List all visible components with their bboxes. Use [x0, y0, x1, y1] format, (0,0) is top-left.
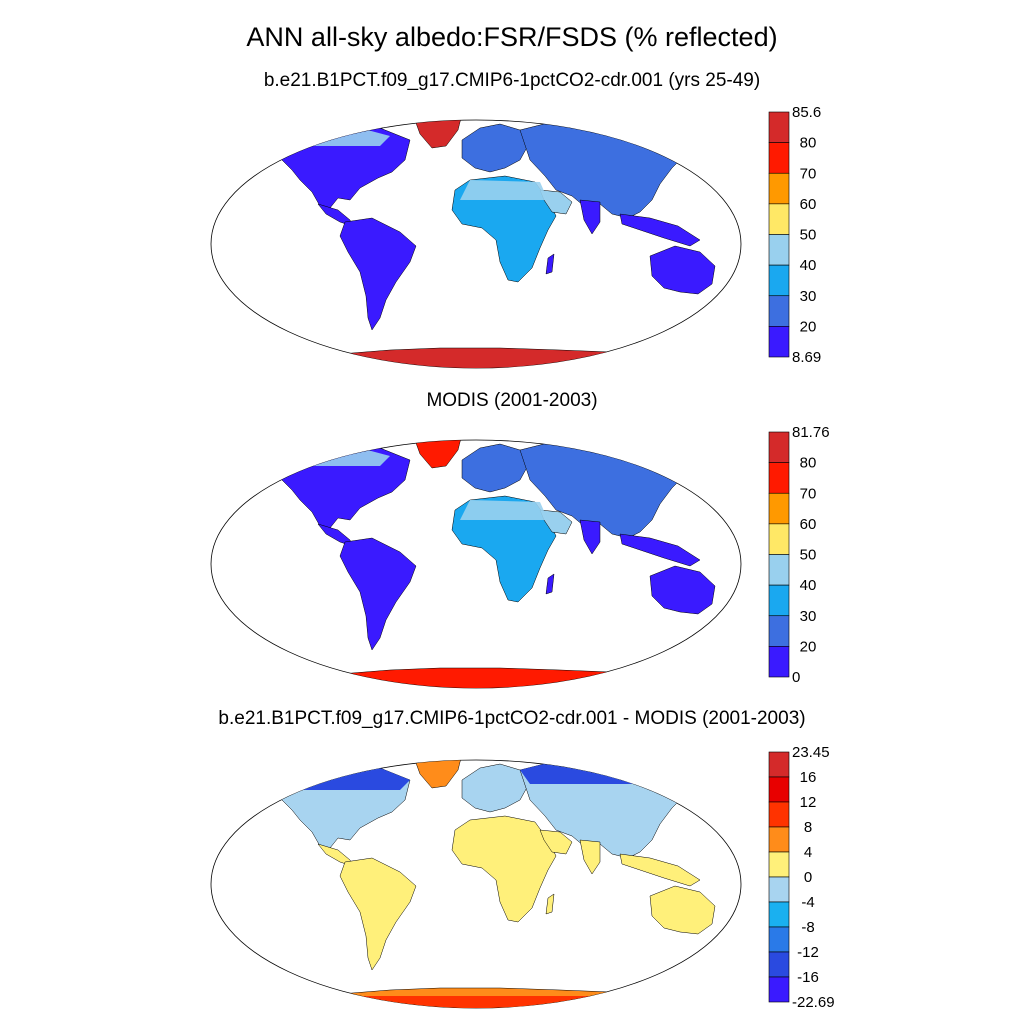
colorbar-segment	[768, 264, 790, 297]
colorbar-segment	[768, 523, 790, 555]
colorbar-segment	[768, 326, 790, 358]
figure-title: ANN all-sky albedo:FSR/FSDS (% reflected…	[246, 22, 778, 52]
panel-3-title: b.e21.B1PCT.f09_g17.CMIP6-1pctCO2-cdr.00…	[218, 708, 806, 729]
colorbar-segment	[768, 584, 790, 617]
colorbar-label: 8	[804, 819, 812, 836]
antarctica-band	[300, 996, 652, 1008]
colorbar-segment	[768, 901, 790, 928]
map-panel-1	[210, 119, 742, 369]
colorbar-label: 4	[804, 844, 812, 861]
colorbar-label: 0	[804, 869, 812, 886]
colorbar-label: 12	[800, 794, 817, 811]
colorbar-label: 40	[800, 257, 817, 274]
colorbar-segment	[768, 776, 790, 803]
colorbar-label: 60	[800, 516, 817, 533]
colorbar-label: -22.69	[792, 994, 835, 1011]
colorbar-label: -12	[797, 944, 819, 961]
colorbar-label: 30	[800, 288, 817, 305]
colorbar-segment	[768, 801, 790, 828]
colorbar-label: 50	[800, 547, 817, 564]
colorbar-label: 50	[800, 227, 817, 244]
colorbar-label: 80	[800, 455, 817, 472]
colorbar-1: 85.6 80 70 60 50 40 30 20 8.69	[768, 104, 821, 366]
colorbar-segment	[768, 976, 790, 1003]
colorbar-label: 40	[800, 577, 817, 594]
colorbar-segment	[768, 172, 790, 205]
colorbar-segment	[768, 492, 790, 525]
panel-1-title: b.e21.B1PCT.f09_g17.CMIP6-1pctCO2-cdr.00…	[263, 70, 761, 91]
colorbar-label: 70	[800, 165, 817, 182]
colorbar-label: 16	[800, 769, 817, 786]
colorbar-label: 70	[800, 485, 817, 502]
colorbar-label: 0	[792, 669, 800, 686]
colorbar-segment	[768, 646, 790, 678]
colorbar-label: -4	[801, 894, 814, 911]
colorbar-label: 85.6	[792, 104, 821, 121]
map-panel-3	[210, 759, 742, 1009]
colorbar-label: 80	[800, 135, 817, 152]
colorbar-label: 20	[800, 318, 817, 335]
map-panel-2	[210, 439, 742, 689]
colorbar-label: 20	[800, 638, 817, 655]
colorbar-segment	[768, 462, 790, 494]
colorbar-label: -16	[797, 969, 819, 986]
colorbar-label: -8	[801, 919, 814, 936]
siberia-band	[520, 760, 695, 784]
colorbar-segment	[768, 554, 790, 586]
colorbar-segment	[768, 203, 790, 235]
colorbar-label: 30	[800, 608, 817, 625]
colorbar-segment	[768, 826, 790, 853]
colorbar-label: 23.45	[792, 744, 830, 761]
colorbar-3: 23.45 16 12 8 4 0 -4 -8 -12 -16 -22.69	[768, 744, 835, 1011]
colorbar-segment	[768, 295, 790, 327]
colorbar-label: 8.69	[792, 349, 821, 366]
colorbar-segment	[768, 876, 790, 903]
sahara-band	[460, 180, 548, 200]
colorbar-segment	[768, 234, 790, 266]
colorbar-segment	[768, 926, 790, 953]
colorbar-2: 81.76 80 70 60 50 40 30 200	[768, 424, 830, 686]
sahara-band	[460, 500, 548, 520]
arctic-band	[272, 762, 410, 790]
colorbar-segment	[768, 751, 790, 778]
colorbar-segment	[768, 851, 790, 878]
colorbar-segment	[768, 142, 790, 174]
colorbar-segment	[768, 951, 790, 978]
colorbar-label: 81.76	[792, 424, 830, 441]
colorbar-segment	[768, 615, 790, 647]
colorbar-segment	[768, 431, 790, 463]
panel-2-title: MODIS (2001-2003)	[426, 390, 598, 411]
colorbar-segment	[768, 111, 790, 143]
colorbar-label: 60	[800, 196, 817, 213]
